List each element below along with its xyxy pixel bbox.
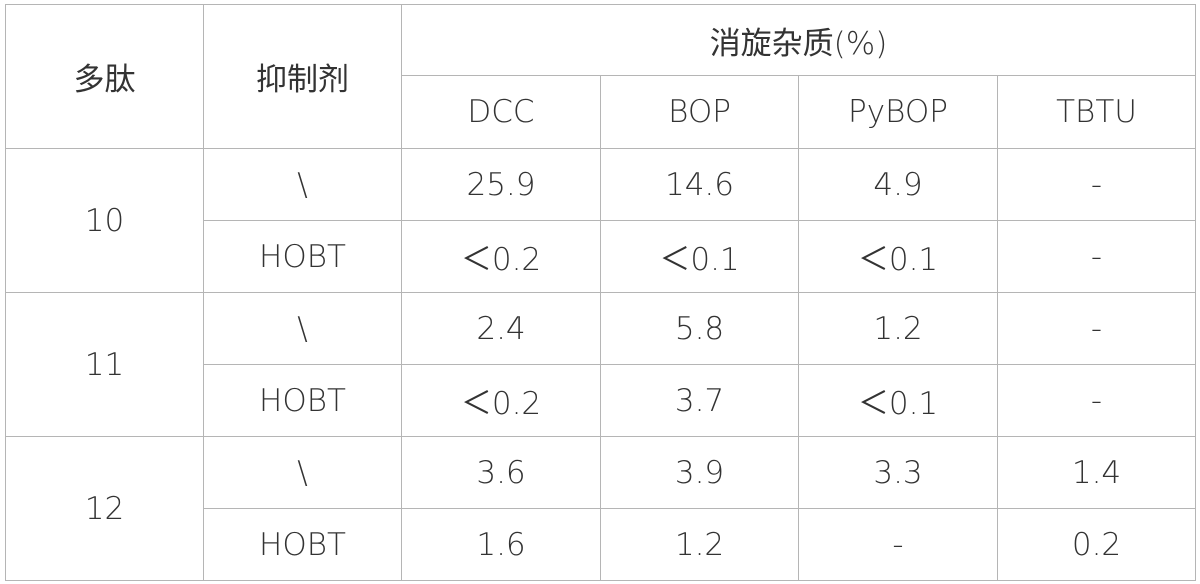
table-row: HOBT 1.6 1.2-0.2	[6, 508, 1197, 581]
header-cell: 多肽	[5, 4, 204, 149]
value-cell: 25.9	[401, 148, 601, 221]
value-cell: -	[996, 364, 1197, 437]
value-cell: ＜0.1	[798, 364, 998, 437]
value-cell: 3.3	[798, 436, 998, 509]
inhibitor-cell: HOBT	[203, 220, 402, 293]
value-cell: -	[798, 508, 998, 581]
value-cell: 3.6	[401, 436, 601, 509]
header-cell: BOP	[600, 75, 799, 149]
inhibitor-cell: HOBT	[203, 508, 402, 581]
table-row: 多肽 抑制剂 消旋杂质(%)	[5, 4, 1197, 149]
value-cell: 0.2	[996, 508, 1197, 581]
peptide-cell: 12	[5, 436, 204, 581]
value-cell: -	[996, 292, 1197, 365]
value-cell: ＜0.1	[798, 220, 998, 293]
peptide-cell: 10	[5, 148, 204, 293]
value-cell: 14.6	[600, 148, 799, 221]
table-row: HOBT ＜0.2 ＜0.1 ＜0.1-	[6, 220, 1197, 293]
header-cell: TBTU	[996, 75, 1197, 149]
value-cell: 5.8	[600, 292, 799, 365]
value-cell: 1.6	[401, 508, 601, 581]
table-row: 10 \ 25.9 14.6 4.9-	[5, 148, 1197, 293]
value-cell: ＜0.1	[600, 220, 799, 293]
data-table: 多肽 抑制剂 消旋杂质(%) DCC BOP PyBOP TBTU 10 \ 25.9 14.6 4.…	[5, 4, 1197, 581]
value-cell: 2.4	[401, 292, 601, 365]
value-cell: 3.9	[600, 436, 799, 509]
peptide-cell: 11	[5, 292, 204, 437]
value-cell: 1.2	[798, 292, 998, 365]
value-cell: -	[996, 220, 1197, 293]
value-cell: -	[996, 148, 1197, 221]
value-cell: 1.2	[600, 508, 799, 581]
header-cell: 抑制剂	[203, 4, 402, 149]
header-group-cell: 消旋杂质(%)	[400, 4, 1197, 76]
value-cell: 1.4	[996, 436, 1197, 509]
table-row: HOBT ＜0.2 3.7 ＜0.1-	[6, 364, 1197, 437]
header-cell: DCC	[401, 75, 601, 149]
table-row: 11 \ 2.4 5.8 1.2-	[5, 292, 1197, 437]
table-body: 多肽 抑制剂 消旋杂质(%) DCC BOP PyBOP TBTU 10 \ 25.9 14.6 4.…	[5, 4, 1197, 581]
value-cell: 3.7	[600, 364, 799, 437]
inhibitor-cell: \	[203, 436, 402, 509]
value-cell: 4.9	[798, 148, 998, 221]
value-cell: ＜0.2	[401, 220, 601, 293]
inhibitor-cell: \	[203, 148, 402, 221]
table-row: 12 \ 3.6 3.9 3.3 1.4	[5, 436, 1197, 581]
value-cell: ＜0.2	[401, 364, 601, 437]
inhibitor-cell: HOBT	[203, 364, 402, 437]
inhibitor-cell: \	[203, 292, 402, 365]
header-cell: PyBOP	[798, 75, 998, 149]
